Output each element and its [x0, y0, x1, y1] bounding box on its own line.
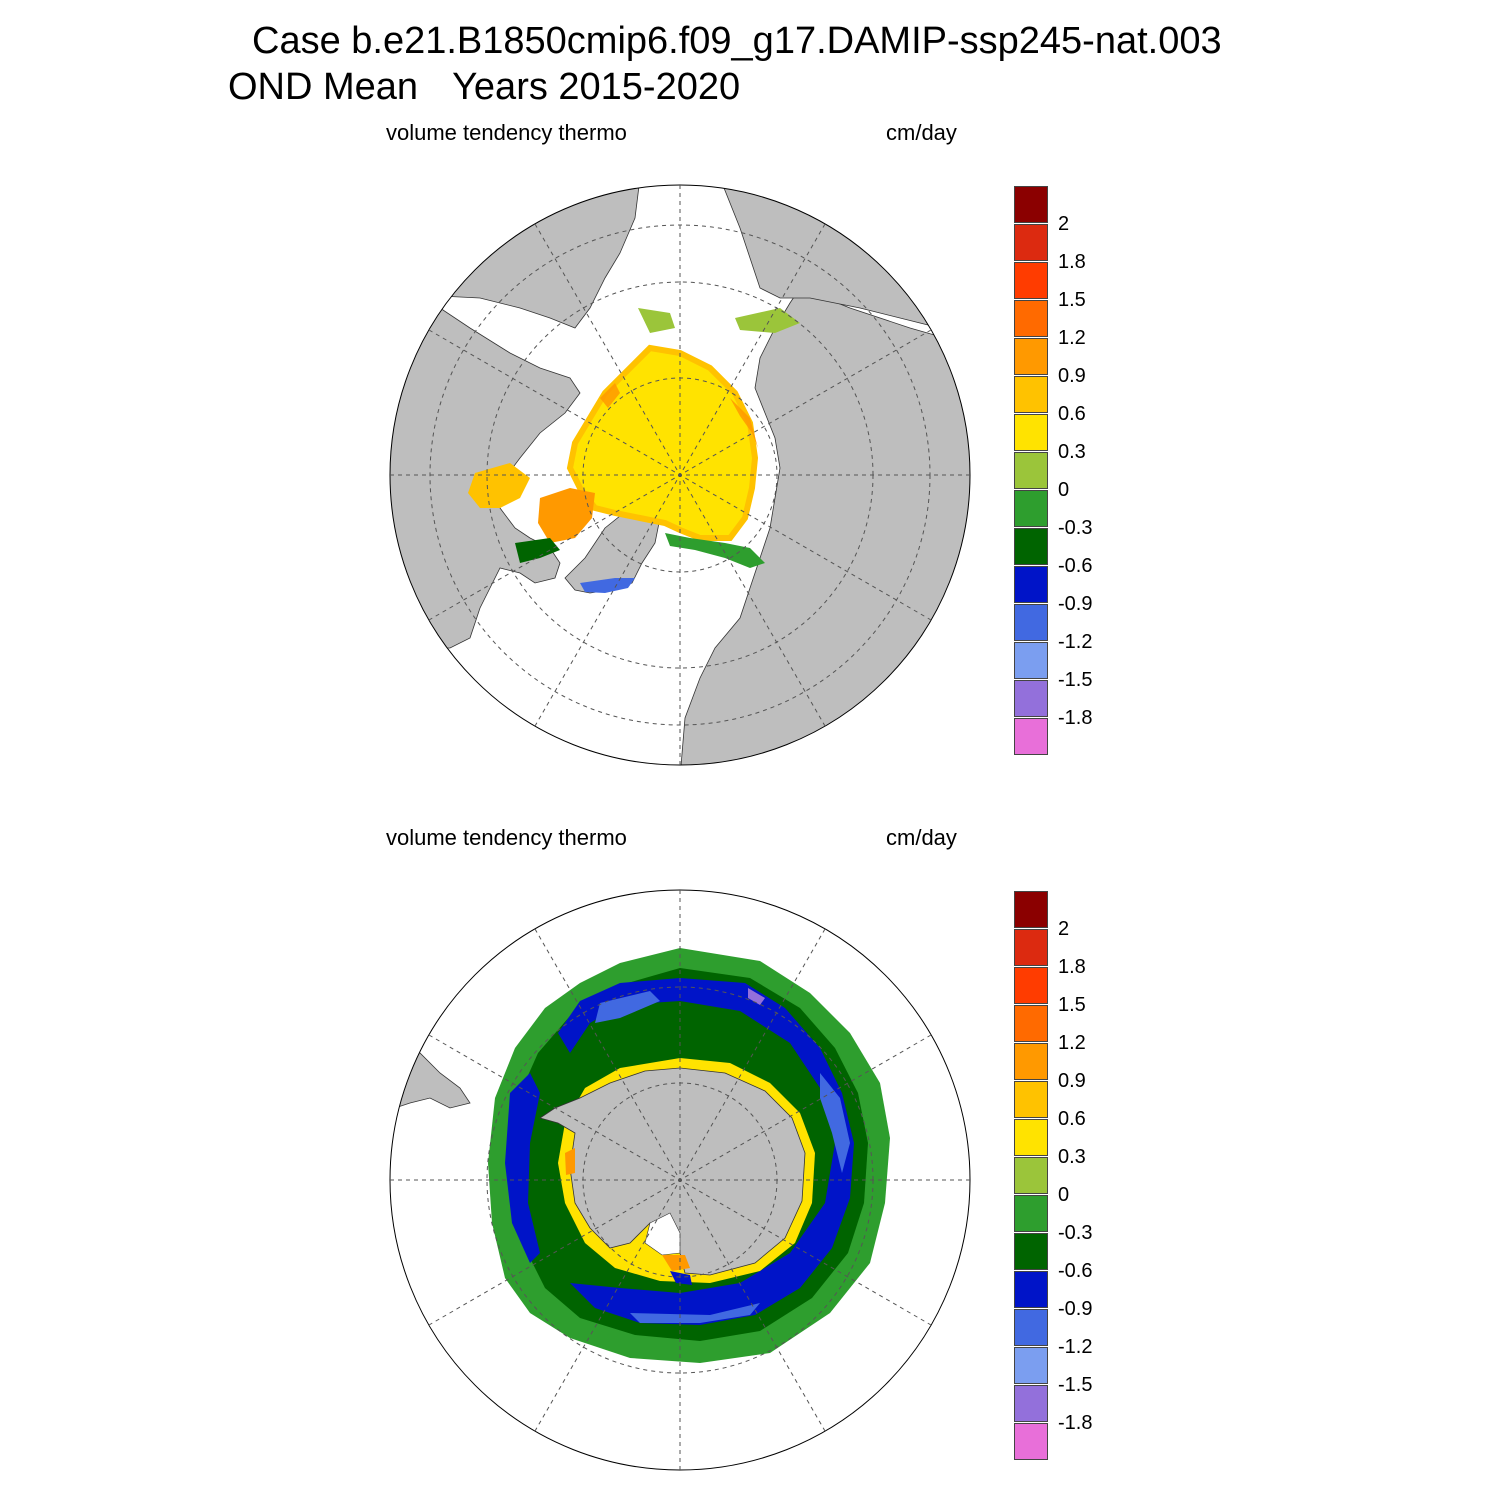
colorbar-tick: 1.2 — [1058, 327, 1086, 349]
colorbar-swatch — [1014, 718, 1048, 755]
antarctic-units-label: cm/day — [886, 825, 957, 850]
colorbar-tick: 0 — [1058, 479, 1070, 501]
colorbar-swatch — [1014, 1385, 1048, 1422]
colorbar-swatch — [1014, 967, 1048, 1004]
arctic-polar-map — [389, 184, 971, 766]
colorbar-tick: -0.9 — [1058, 593, 1093, 615]
colorbar-tick: 0.3 — [1058, 441, 1086, 463]
arctic-ice-negative-edge — [665, 533, 765, 568]
colorbar-tick: 1.8 — [1058, 956, 1086, 978]
antarctic-graticule — [390, 890, 970, 1470]
colorbar-tick: 1.2 — [1058, 1032, 1086, 1054]
labrador-ice-negative — [515, 538, 560, 563]
colorbar-swatch — [1014, 929, 1048, 966]
colorbar-swatch — [1014, 1233, 1048, 1270]
arctic-units-label: cm/day — [886, 120, 957, 145]
colorbar-tick: 1.5 — [1058, 994, 1086, 1016]
colorbar-swatch — [1014, 1309, 1048, 1346]
colorbar-tick: -1.2 — [1058, 1336, 1093, 1358]
colorbar-swatch — [1014, 604, 1048, 641]
colorbar-swatch — [1014, 1271, 1048, 1308]
arctic-graticule — [390, 185, 970, 765]
colorbar-swatch — [1014, 891, 1048, 928]
colorbar-tick: 2 — [1058, 213, 1070, 235]
colorbar-swatch — [1014, 1195, 1048, 1232]
colorbar-tick: -1.5 — [1058, 669, 1093, 691]
years-label: Years 2015-2020 — [452, 66, 741, 108]
colorbar-swatch — [1014, 224, 1048, 261]
colorbar-swatch — [1014, 186, 1048, 223]
colorbar-tick: 1.5 — [1058, 289, 1086, 311]
colorbar-swatch — [1014, 566, 1048, 603]
colorbar-tick: -1.2 — [1058, 631, 1093, 653]
colorbar-swatch — [1014, 1005, 1048, 1042]
colorbar-swatch — [1014, 1119, 1048, 1156]
colorbar-tick: 0.6 — [1058, 403, 1086, 425]
colorbar-swatch — [1014, 414, 1048, 451]
greenland-land — [564, 499, 661, 594]
colorbar-swatch — [1014, 680, 1048, 717]
colorbar-swatch — [1014, 338, 1048, 375]
colorbar-tick: -1.8 — [1058, 707, 1093, 729]
arctic-colorbar: 2 1.8 1.5 1.2 0.9 0.6 0.3 0 -0.3 -0.6 -0… — [1012, 186, 1132, 766]
colorbar-swatch — [1014, 262, 1048, 299]
weddell-ice-blue — [505, 1073, 540, 1263]
antarctica-land — [539, 1067, 806, 1276]
colorbar-tick: -1.5 — [1058, 1374, 1093, 1396]
colorbar-tick: -0.9 — [1058, 1298, 1093, 1320]
season-label: OND Mean — [228, 66, 419, 108]
plot-title-period: OND Mean Years 2015-2020 — [228, 66, 740, 109]
colorbar-tick: 0.6 — [1058, 1108, 1086, 1130]
greenland-sea-ice-negative — [580, 578, 635, 593]
colorbar-tick: -0.6 — [1058, 555, 1093, 577]
colorbar-swatch — [1014, 1081, 1048, 1118]
southern-ice-magenta — [748, 988, 765, 1005]
colorbar-swatch — [1014, 300, 1048, 337]
antarctic-colorbar: 2 1.8 1.5 1.2 0.9 0.6 0.3 0 -0.3 -0.6 -0… — [1012, 891, 1132, 1471]
colorbar-tick: 0.9 — [1058, 365, 1086, 387]
baffin-ice — [468, 463, 530, 508]
southern-ice-blue — [558, 978, 854, 1325]
arctic-land-east — [679, 287, 970, 765]
colorbar-tick: -0.3 — [1058, 517, 1093, 539]
plot-title-case: Case b.e21.B1850cmip6.f09_g17.DAMIP-ssp2… — [252, 20, 1222, 62]
hudson-ice — [538, 488, 595, 543]
colorbar-tick: -1.8 — [1058, 1412, 1093, 1434]
colorbar-tick: 0.3 — [1058, 1146, 1086, 1168]
colorbar-tick: -0.6 — [1058, 1260, 1093, 1282]
colorbar-tick: 0.9 — [1058, 1070, 1086, 1092]
colorbar-swatch — [1014, 642, 1048, 679]
colorbar-swatch — [1014, 376, 1048, 413]
colorbar-swatch — [1014, 452, 1048, 489]
ross-sea-blue — [670, 1271, 692, 1285]
colorbar-swatch — [1014, 1157, 1048, 1194]
colorbar-tick: 2 — [1058, 918, 1070, 940]
antarctic-polar-map — [389, 889, 971, 1471]
ross-sea-orange — [565, 1148, 690, 1271]
colorbar-swatch — [1014, 1423, 1048, 1460]
colorbar-swatch — [1014, 1043, 1048, 1080]
arctic-ice-orange-edge — [600, 383, 758, 448]
colorbar-tick: 0 — [1058, 1184, 1070, 1206]
antarctic-variable-label: volume tendency thermo — [386, 825, 627, 850]
colorbar-tick: -0.3 — [1058, 1222, 1093, 1244]
colorbar-tick: 1.8 — [1058, 251, 1086, 273]
arctic-variable-label: volume tendency thermo — [386, 120, 627, 145]
colorbar-swatch — [1014, 528, 1048, 565]
colorbar-swatch — [1014, 490, 1048, 527]
bering-ice-green — [638, 308, 800, 333]
colorbar-swatch — [1014, 1347, 1048, 1384]
